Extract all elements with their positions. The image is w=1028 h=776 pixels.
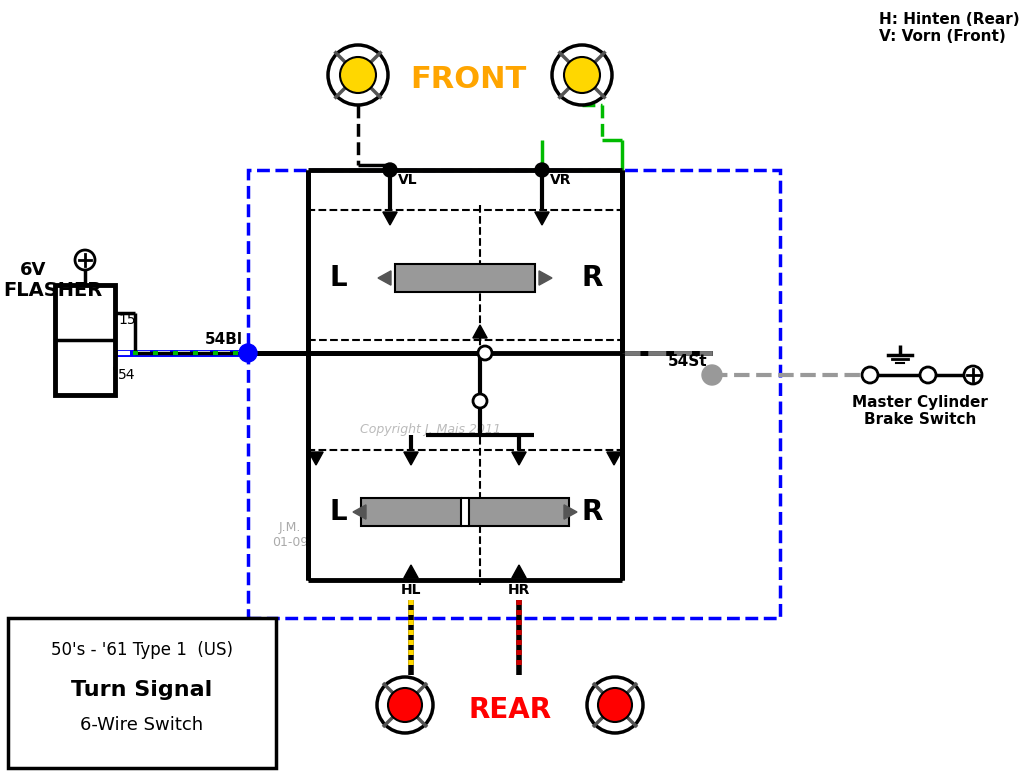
Circle shape xyxy=(862,367,878,383)
Polygon shape xyxy=(404,452,418,465)
Text: 54Bl: 54Bl xyxy=(205,332,243,348)
Circle shape xyxy=(920,367,937,383)
Text: Master Cylinder
Brake Switch: Master Cylinder Brake Switch xyxy=(852,395,988,428)
Text: H: Hinten (Rear)
V: Vorn (Front): H: Hinten (Rear) V: Vorn (Front) xyxy=(879,12,1020,44)
Bar xyxy=(395,264,535,292)
Text: L: L xyxy=(329,264,346,292)
Polygon shape xyxy=(473,325,487,338)
Circle shape xyxy=(473,394,487,408)
Polygon shape xyxy=(564,505,577,519)
Text: L: L xyxy=(329,498,346,526)
Text: VR: VR xyxy=(550,173,572,187)
Polygon shape xyxy=(512,565,526,578)
Text: 6V: 6V xyxy=(20,261,46,279)
Text: 15: 15 xyxy=(118,313,136,327)
Bar xyxy=(361,498,461,526)
Bar xyxy=(56,285,115,395)
Circle shape xyxy=(238,344,257,362)
Text: HL: HL xyxy=(401,583,421,597)
Text: VL: VL xyxy=(398,173,417,187)
Circle shape xyxy=(328,45,388,105)
Polygon shape xyxy=(539,271,552,285)
Circle shape xyxy=(552,45,612,105)
Polygon shape xyxy=(378,271,391,285)
Text: FRONT: FRONT xyxy=(410,65,526,95)
Bar xyxy=(248,170,780,618)
Circle shape xyxy=(598,688,632,722)
Text: REAR: REAR xyxy=(469,696,552,724)
Bar xyxy=(469,498,570,526)
Text: 54St: 54St xyxy=(667,354,707,369)
Text: 6-Wire Switch: 6-Wire Switch xyxy=(80,716,204,734)
Circle shape xyxy=(478,346,492,360)
Text: R: R xyxy=(581,498,602,526)
Circle shape xyxy=(377,677,433,733)
Text: J.M.
01-09: J.M. 01-09 xyxy=(271,521,308,549)
Polygon shape xyxy=(535,212,549,225)
Circle shape xyxy=(702,365,722,385)
Text: Copyright J. Mais 2011: Copyright J. Mais 2011 xyxy=(360,424,501,436)
Polygon shape xyxy=(512,452,526,465)
Polygon shape xyxy=(607,452,621,465)
Polygon shape xyxy=(382,212,397,225)
Text: FLASHER: FLASHER xyxy=(3,280,102,300)
Polygon shape xyxy=(404,565,418,578)
Circle shape xyxy=(75,250,95,270)
Text: 50's - '61 Type 1  (US): 50's - '61 Type 1 (US) xyxy=(51,641,233,659)
Circle shape xyxy=(383,163,397,177)
Circle shape xyxy=(388,688,423,722)
Text: 54: 54 xyxy=(118,368,136,382)
Circle shape xyxy=(564,57,600,93)
Polygon shape xyxy=(353,505,366,519)
Bar xyxy=(308,210,622,340)
Text: HR: HR xyxy=(508,583,530,597)
Text: Turn Signal: Turn Signal xyxy=(71,680,213,700)
Circle shape xyxy=(535,163,549,177)
Bar xyxy=(8,618,276,768)
Circle shape xyxy=(340,57,376,93)
Circle shape xyxy=(587,677,642,733)
Polygon shape xyxy=(308,452,323,465)
Text: R: R xyxy=(581,264,602,292)
Bar xyxy=(308,450,622,580)
Circle shape xyxy=(964,366,982,384)
